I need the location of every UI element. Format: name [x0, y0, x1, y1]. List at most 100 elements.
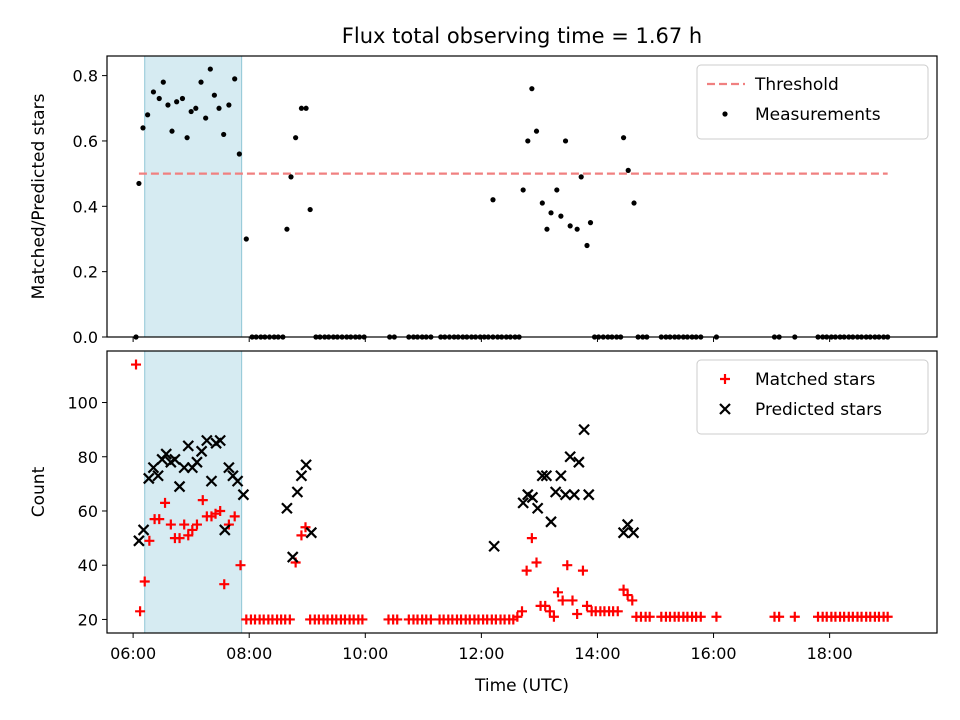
data-point	[625, 167, 631, 173]
data-point	[488, 540, 500, 553]
data-point	[552, 587, 563, 598]
data-point	[229, 511, 240, 522]
data-point	[183, 530, 194, 541]
data-point	[562, 138, 569, 144]
data-point	[145, 112, 151, 118]
figure-title: Flux total observing time = 1.67 h	[342, 24, 702, 48]
legend-box	[696, 64, 929, 140]
legend-label: Predicted stars	[755, 400, 882, 420]
data-point	[191, 456, 203, 468]
data-point	[564, 450, 576, 463]
legend-label: Measurements	[755, 105, 881, 125]
legend-swatch	[722, 111, 728, 117]
data-point	[156, 95, 162, 102]
data-point	[567, 223, 573, 229]
y-axis-label: Count	[29, 466, 49, 517]
data-point	[620, 135, 627, 141]
series-matched-stars	[131, 359, 893, 625]
data-point	[567, 595, 578, 606]
highlight-span	[144, 55, 243, 338]
data-point	[223, 461, 235, 474]
data-point	[578, 174, 584, 180]
data-point	[288, 174, 294, 180]
count-panel: 20 40 60 80 100 06:00 08:00 10:00 12:00 14:00 16:0…	[29, 350, 938, 696]
data-point	[184, 135, 190, 141]
data-point	[286, 551, 299, 563]
data-point	[165, 102, 171, 108]
data-point	[627, 526, 640, 539]
data-point	[160, 79, 166, 85]
data-point	[574, 226, 580, 232]
data-point	[207, 66, 213, 72]
y-tick-label: 0.8	[73, 67, 98, 86]
data-point	[577, 565, 588, 576]
data-point	[617, 526, 630, 539]
data-point	[165, 519, 176, 530]
data-point	[533, 128, 540, 134]
data-point	[544, 226, 550, 232]
data-point	[295, 469, 308, 482]
data-point	[152, 469, 164, 482]
legend: Threshold Measurements	[696, 64, 929, 140]
data-point	[557, 595, 568, 606]
data-point	[490, 197, 496, 203]
legend-box	[696, 359, 929, 435]
data-point	[582, 600, 593, 611]
data-point	[174, 533, 185, 544]
data-point	[305, 526, 318, 539]
data-point	[191, 519, 202, 530]
y-tick-label: 0.0	[73, 328, 98, 347]
data-point	[517, 606, 527, 617]
data-point	[572, 609, 583, 620]
data-point	[169, 128, 175, 134]
series-predicted-stars	[133, 423, 640, 563]
ratio-panel: 0.0 0.2 0.4 0.6 0.8 Matched/Predicted stars Th…	[29, 55, 938, 347]
y-tick-label: 40	[78, 556, 98, 575]
data-point	[214, 434, 226, 447]
data-point	[540, 469, 553, 482]
data-point	[215, 505, 226, 516]
data-point	[300, 522, 311, 533]
y-tick-label: 80	[78, 448, 98, 467]
data-point	[160, 497, 171, 508]
x-tick-label: 18:00	[807, 644, 853, 663]
legend-label: Matched stars	[755, 370, 875, 390]
data-point	[531, 557, 542, 568]
data-point	[174, 99, 180, 105]
data-point	[281, 502, 293, 515]
data-point	[179, 519, 190, 530]
data-point	[548, 611, 559, 622]
data-point	[540, 600, 551, 611]
y-axis-label: Matched/Predicted stars	[29, 93, 49, 299]
y-tick-label: 60	[78, 502, 98, 521]
legend: Matched stars Predicted stars	[696, 359, 929, 435]
legend-label: Threshold	[754, 75, 839, 95]
data-point	[520, 187, 526, 193]
data-point	[195, 445, 208, 458]
data-point	[303, 105, 309, 111]
data-point	[133, 535, 145, 547]
data-point	[197, 495, 208, 506]
data-point	[549, 486, 562, 498]
axes-frame	[106, 55, 938, 338]
data-point	[298, 105, 305, 111]
y-tick-label: 20	[78, 610, 98, 629]
data-point	[216, 105, 222, 111]
data-point	[226, 102, 232, 108]
data-point	[205, 475, 218, 487]
data-point	[789, 611, 800, 622]
data-point	[139, 576, 150, 587]
data-point	[284, 226, 290, 232]
data-point	[144, 535, 155, 546]
data-point	[211, 92, 217, 98]
data-point	[182, 440, 195, 452]
x-tick-label: 10:00	[342, 644, 388, 663]
data-point	[695, 611, 706, 622]
data-point	[526, 533, 537, 544]
data-point	[235, 560, 246, 571]
data-point	[307, 206, 313, 213]
y-tick-label: 0.2	[73, 263, 98, 282]
data-point	[154, 514, 165, 525]
data-point	[291, 486, 304, 498]
